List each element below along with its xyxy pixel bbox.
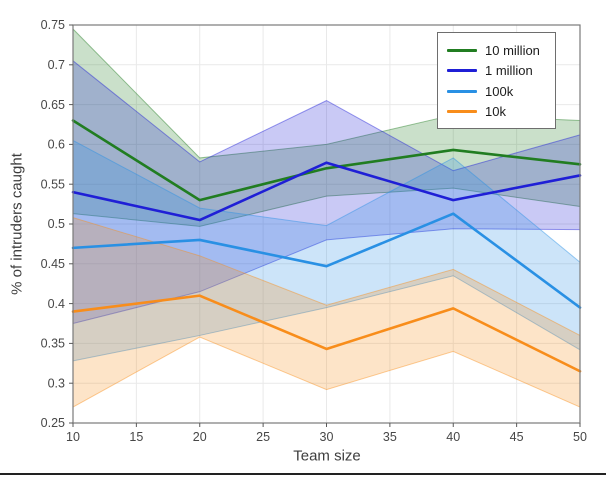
band-lower-edge-1-million [72, 228, 581, 324]
legend-item-100k: 100k [447, 81, 547, 102]
series-line-10k [71, 294, 582, 373]
band-lower-edge-10k [72, 336, 581, 408]
x-tick-label: 45 [510, 430, 524, 444]
y-tick-label: 0.35 [41, 337, 65, 351]
legend-swatch-10-million [447, 48, 477, 52]
y-tick-label: 0.6 [48, 138, 65, 152]
x-tick-label: 25 [256, 430, 270, 444]
legend-label: 10 million [485, 42, 540, 58]
y-tick-label: 0.75 [41, 18, 65, 32]
x-tick-label: 15 [129, 430, 143, 444]
confidence-band-1-million [73, 60, 580, 324]
y-tick-label: 0.3 [48, 376, 65, 390]
x-tick-label: 20 [193, 430, 207, 444]
series-line-1-million [71, 161, 582, 222]
y-tick-label: 0.55 [41, 177, 65, 191]
window-bottom-edge [0, 473, 606, 475]
x-tick-label: 30 [320, 430, 334, 444]
band-lower-edge-10-million [72, 187, 581, 227]
x-tick-label: 35 [383, 430, 397, 444]
y-axis-label: % of intruders caught [8, 153, 26, 295]
y-tick-label: 0.25 [41, 416, 65, 430]
confidence-band-10-million [73, 28, 580, 227]
series-line-100k [71, 212, 582, 309]
x-tick-label: 50 [573, 430, 587, 444]
x-tick-label: 10 [66, 430, 80, 444]
y-tick-label: 0.45 [41, 257, 65, 271]
x-tick-label: 40 [446, 430, 460, 444]
legend-swatch-10k [447, 110, 477, 114]
legend-swatch-1-million [447, 69, 477, 73]
y-tick-label: 0.65 [41, 98, 65, 112]
confidence-band-10k [73, 217, 580, 408]
y-tick-label: 0.5 [48, 217, 65, 231]
legend-item-1-million: 1 million [447, 61, 547, 82]
chart-legend: 10 million 1 million 100k 10k [437, 32, 556, 129]
legend-item-10-million: 10 million [447, 40, 547, 61]
y-tick-label: 0.4 [48, 297, 65, 311]
series-line-10-million [71, 119, 582, 202]
y-tick-label: 0.7 [48, 58, 65, 72]
band-upper-edge-1-million [72, 60, 581, 172]
band-lower-edge-100k [72, 275, 581, 362]
confidence-band-100k [73, 140, 580, 361]
legend-label: 1 million [485, 63, 533, 79]
legend-item-10k: 10k [447, 102, 547, 123]
legend-label: 10k [485, 104, 506, 120]
x-axis-label: Team size [293, 447, 361, 465]
legend-swatch-100k [447, 89, 477, 93]
legend-label: 100k [485, 83, 514, 99]
